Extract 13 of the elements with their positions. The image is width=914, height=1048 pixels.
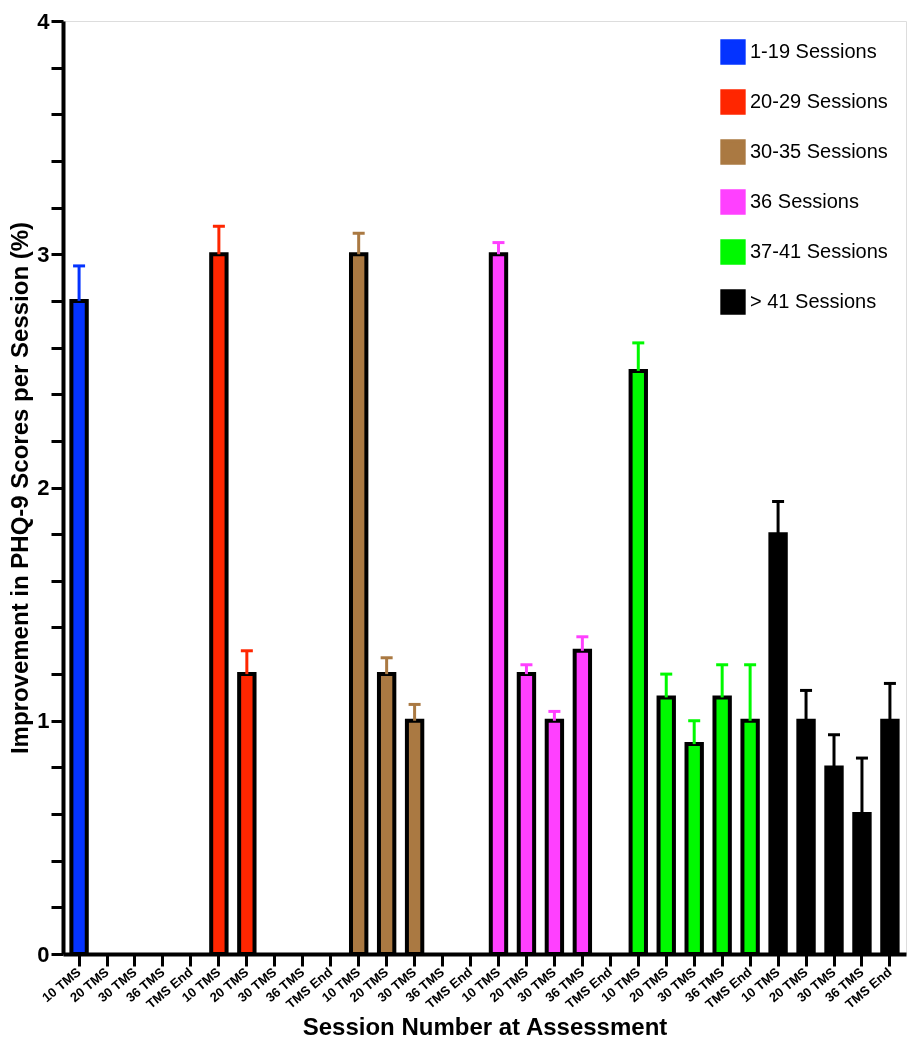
- y-tick-label: 4: [37, 8, 51, 34]
- legend-label: 30-35 Sessions: [750, 140, 888, 162]
- y-axis-title: Improvement in PHQ-9 Scores per Session (%): [6, 221, 34, 755]
- y-tick-label: 2: [37, 475, 50, 500]
- y-tick-label: 3: [37, 241, 50, 267]
- legend-label: 37-41 Sessions: [750, 240, 888, 262]
- y-tick-label: 0: [37, 941, 50, 967]
- x-axis-title: Session Number at Assessment: [302, 1012, 668, 1040]
- legend-label: 36 Sessions: [750, 190, 859, 212]
- legend-label: > 41 Sessions: [750, 290, 877, 312]
- legend-label: 20-29 Sessions: [750, 90, 888, 112]
- legend-label: 1-19 Sessions: [750, 40, 877, 62]
- y-tick-label: 1: [37, 708, 50, 734]
